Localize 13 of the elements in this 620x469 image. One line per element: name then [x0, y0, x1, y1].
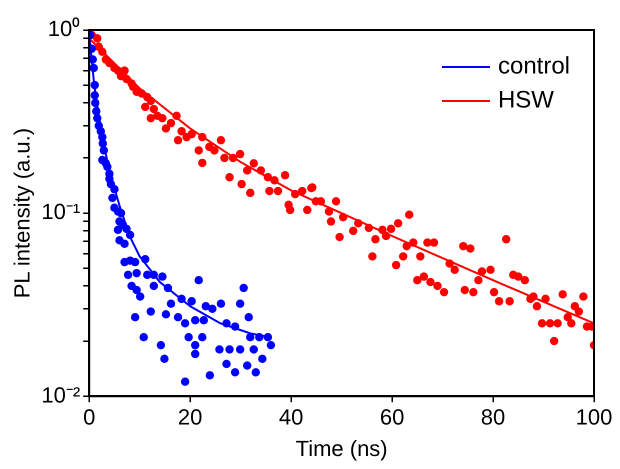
legend-label: HSW	[498, 86, 554, 114]
x-axis-title: Time (ns)	[296, 436, 388, 461]
y-axis-title: PL intensity (a.u.)	[9, 128, 34, 298]
x-tick-label: 40	[278, 404, 304, 430]
y-tick-label: 10⁻²	[41, 382, 80, 408]
x-tick-label: 80	[480, 404, 506, 430]
x-tick-label: 0	[83, 404, 96, 430]
legend-label: control	[498, 52, 570, 80]
x-tick-label: 60	[380, 404, 404, 430]
x-tick-label: 20	[178, 404, 202, 430]
y-tick-label: 10⁻¹	[41, 199, 80, 224]
y-tick-label: 10⁰	[48, 16, 80, 42]
x-tick-label: 100	[576, 404, 612, 430]
